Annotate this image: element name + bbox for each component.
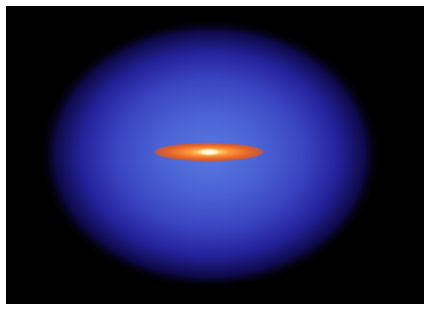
- core: [197, 148, 221, 156]
- image-frame: [0, 0, 430, 310]
- galaxy-image: [0, 0, 430, 310]
